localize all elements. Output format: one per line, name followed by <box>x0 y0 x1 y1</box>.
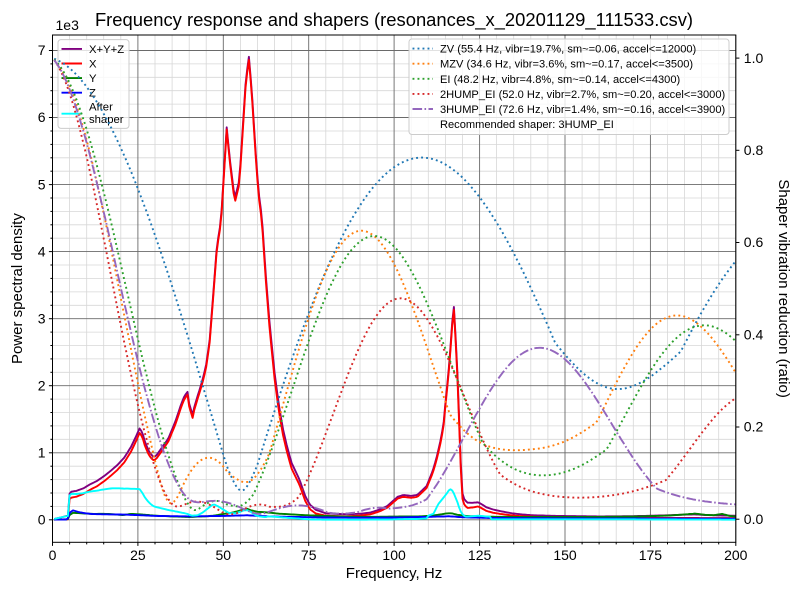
svg-text:shaper: shaper <box>89 114 124 126</box>
svg-text:0.6: 0.6 <box>744 234 764 250</box>
svg-text:175: 175 <box>639 547 663 563</box>
svg-text:Power spectral density: Power spectral density <box>9 213 26 364</box>
svg-text:Frequency response and shapers: Frequency response and shapers (resonanc… <box>95 9 693 31</box>
svg-text:1: 1 <box>38 445 46 461</box>
svg-text:After: After <box>89 101 113 113</box>
svg-text:25: 25 <box>130 547 146 563</box>
svg-text:3: 3 <box>38 310 46 326</box>
svg-text:MZV (34.6 Hz, vibr=3.6%, sm~=0: MZV (34.6 Hz, vibr=3.6%, sm~=0.17, accel… <box>440 59 693 71</box>
svg-text:ZV (55.4 Hz, vibr=19.7%, sm~=0: ZV (55.4 Hz, vibr=19.7%, sm~=0.06, accel… <box>440 44 696 56</box>
svg-text:Z: Z <box>89 88 96 100</box>
svg-text:1.0: 1.0 <box>744 50 764 66</box>
svg-text:200: 200 <box>724 547 748 563</box>
svg-text:50: 50 <box>216 547 232 563</box>
svg-text:Shaper vibration reduction (ra: Shaper vibration reduction (ratio) <box>775 179 792 397</box>
svg-text:2HUMP_EI (52.0 Hz, vibr=2.7%,: 2HUMP_EI (52.0 Hz, vibr=2.7%, sm~=0.20, … <box>440 89 725 101</box>
svg-text:150: 150 <box>553 547 577 563</box>
svg-text:7: 7 <box>38 42 46 58</box>
svg-text:0: 0 <box>49 547 57 563</box>
svg-text:100: 100 <box>382 547 406 563</box>
svg-text:125: 125 <box>468 547 492 563</box>
svg-text:Frequency, Hz: Frequency, Hz <box>346 565 442 582</box>
svg-text:0.8: 0.8 <box>744 142 764 158</box>
svg-text:6: 6 <box>38 109 46 125</box>
svg-text:0.4: 0.4 <box>744 327 764 343</box>
svg-text:5: 5 <box>38 176 46 192</box>
svg-text:2: 2 <box>38 377 46 393</box>
svg-text:4: 4 <box>38 243 46 259</box>
svg-text:X+Y+Z: X+Y+Z <box>89 44 124 56</box>
svg-text:0.0: 0.0 <box>744 511 764 527</box>
svg-text:1e3: 1e3 <box>56 17 80 33</box>
svg-text:EI (48.2 Hz, vibr=4.8%, sm~=0.: EI (48.2 Hz, vibr=4.8%, sm~=0.14, accel<… <box>440 74 680 86</box>
svg-text:Y: Y <box>89 73 97 85</box>
svg-text:0.2: 0.2 <box>744 419 764 435</box>
svg-text:3HUMP_EI (72.6 Hz, vibr=1.4%,: 3HUMP_EI (72.6 Hz, vibr=1.4%, sm~=0.16, … <box>440 104 725 116</box>
svg-text:X: X <box>89 59 97 71</box>
svg-text:0: 0 <box>38 512 46 528</box>
svg-text:75: 75 <box>301 547 317 563</box>
svg-text:Recommended shaper: 3HUMP_EI: Recommended shaper: 3HUMP_EI <box>440 119 614 131</box>
